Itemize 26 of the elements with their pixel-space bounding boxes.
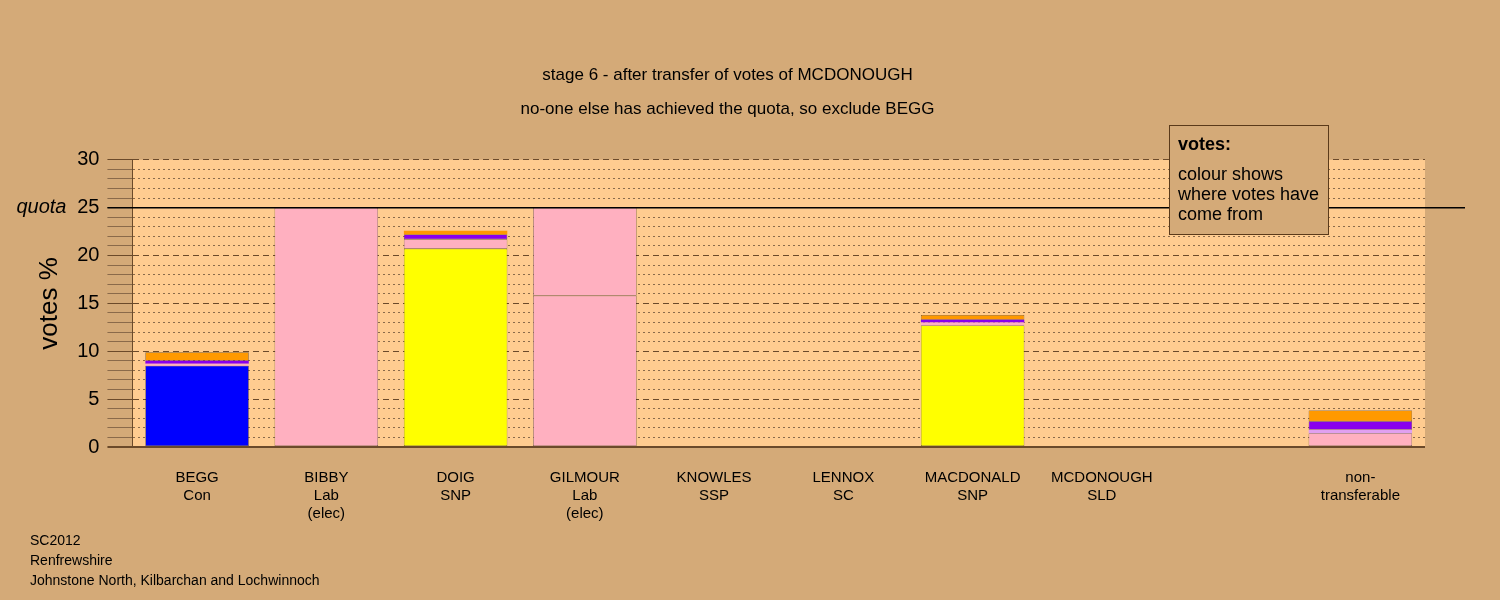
x-tick-label: BIBBY Lab (elec) [304, 468, 349, 522]
x-tick-label: GILMOUR Lab (elec) [549, 468, 620, 522]
y-tick-label: 30 [77, 147, 100, 170]
y-tick-label: 5 [88, 386, 100, 409]
y-tick-label: 20 [77, 243, 100, 266]
x-tick-label: non- transferable [1320, 468, 1400, 504]
text: votes: [1178, 134, 1232, 154]
ref-line-label: quota [16, 195, 67, 218]
x-tick-label: MCDONOUGH SLD [1051, 468, 1153, 504]
x-tick-label: LENNOX SC [812, 468, 875, 504]
text: Johnstone North, Kilbarchan and Lochwinnoch [30, 571, 320, 590]
y-tick-label: 10 [77, 338, 100, 361]
annotation: colour shows where votes have come from [1178, 164, 1320, 224]
y-axis-title: votes % [32, 257, 63, 350]
x-tick-label: DOIG SNP [436, 468, 475, 504]
x-tick-label: MACDONALD SNP [924, 468, 1021, 504]
x-tick-label: BEGG Con [175, 468, 219, 504]
y-tick-label: 25 [77, 195, 100, 218]
chart-subtitle: no-one else has achieved the quota, so exclude BEGG [520, 99, 935, 119]
bar [1308, 429, 1413, 434]
y-tick-label: 15 [77, 290, 100, 313]
text: SC2012 [30, 531, 82, 550]
y-tick-label: 0 [88, 434, 100, 457]
chart-title: stage 6 - after transfer of votes of MCDONOUGH [542, 64, 913, 84]
text: Renfrewshire [30, 551, 114, 570]
x-tick-label: KNOWLES SSP [676, 468, 752, 504]
